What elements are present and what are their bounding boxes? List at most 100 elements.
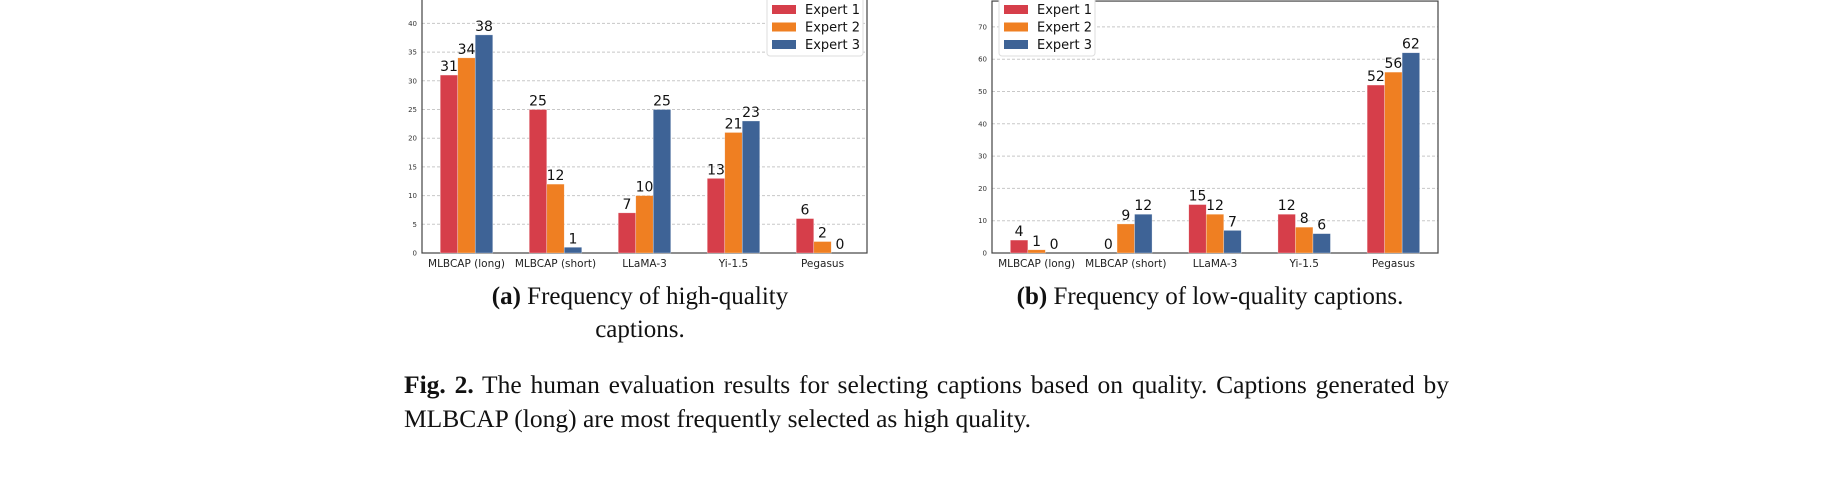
bar-value-label: 12 <box>547 168 565 184</box>
bar-value-label: 2 <box>818 226 827 242</box>
subfigure-caption-a-text: Frequency of high-quality captions. <box>527 283 789 343</box>
subfigure-caption-b-text: Frequency of low-quality captions. <box>1053 283 1404 310</box>
x-tick-label: MLBCAP (short) <box>515 258 596 270</box>
figure-caption: Fig. 2. The human evaluation results for… <box>404 368 1449 436</box>
subfigure-caption-a: (a) Frequency of high-quality captions. <box>455 280 825 346</box>
bar-value-label: 23 <box>742 105 760 121</box>
bar <box>1277 213 1296 254</box>
bar-value-label: 7 <box>623 197 632 213</box>
bar-value-label: 7 <box>1228 214 1237 230</box>
bar <box>528 109 548 254</box>
bar-value-label: 31 <box>440 59 458 75</box>
bar <box>1116 223 1135 254</box>
bar <box>1384 71 1403 254</box>
subfigure-caption-b: (b) Frequency of low-quality captions. <box>975 280 1445 313</box>
bar <box>457 57 476 254</box>
y-tick-label: 40 <box>408 20 417 28</box>
y-tick-label: 10 <box>408 192 417 200</box>
bar-value-label: 0 <box>1104 237 1113 253</box>
y-tick-label: 35 <box>408 49 417 57</box>
bar-value-label: 15 <box>1189 189 1207 205</box>
legend-swatch <box>772 22 796 32</box>
bar <box>1010 239 1029 254</box>
legend-label: Expert 1 <box>1037 3 1092 18</box>
y-tick-label: 15 <box>408 163 417 171</box>
bar <box>1366 84 1385 254</box>
x-tick-label: LLaMA-3 <box>1193 258 1238 270</box>
bar <box>652 109 672 254</box>
bar-value-label: 6 <box>1317 218 1326 234</box>
legend-swatch <box>1004 40 1028 49</box>
bar-value-label: 0 <box>1050 237 1059 253</box>
bar-value-label: 52 <box>1367 69 1385 85</box>
legend-label: Expert 2 <box>805 21 860 36</box>
bar <box>617 212 637 254</box>
bar-value-label: 1 <box>569 231 578 247</box>
bar-value-label: 62 <box>1402 37 1420 53</box>
y-tick-label: 10 <box>978 217 987 225</box>
figure-label: Fig. 2. <box>404 370 474 399</box>
bar <box>795 218 815 254</box>
y-tick-label: 40 <box>978 120 987 128</box>
bar <box>1295 226 1314 254</box>
legend-swatch <box>772 5 796 14</box>
y-tick-label: 20 <box>408 135 417 143</box>
y-tick-label: 0 <box>413 250 417 258</box>
y-tick-label: 25 <box>408 106 417 114</box>
bar <box>724 132 743 254</box>
x-tick-label: Yi-1.5 <box>1288 258 1318 270</box>
x-tick-label: Pegasus <box>801 258 844 270</box>
y-tick-label: 5 <box>413 221 417 229</box>
x-tick-label: MLBCAP (long) <box>998 258 1075 270</box>
legend-swatch <box>1004 22 1028 32</box>
y-tick-label: 50 <box>978 88 987 96</box>
subfigure-label-a: (a) <box>491 283 521 310</box>
x-tick-label: LLaMA-3 <box>622 258 667 270</box>
bar-value-label: 10 <box>636 180 654 196</box>
legend-swatch <box>772 40 796 49</box>
bar <box>439 74 459 254</box>
x-tick-label: MLBCAP (long) <box>428 258 505 270</box>
bar <box>635 195 654 254</box>
y-tick-label: 20 <box>978 185 987 193</box>
x-tick-label: Yi-1.5 <box>718 258 748 270</box>
bar <box>1401 52 1420 254</box>
bar <box>474 34 494 254</box>
subfigure-label-b: (b) <box>1016 283 1048 310</box>
bar-value-label: 0 <box>836 237 845 253</box>
legend-label: Expert 3 <box>1037 38 1092 53</box>
y-tick-label: 30 <box>408 77 417 85</box>
bar-value-label: 21 <box>725 116 743 132</box>
bar <box>1027 249 1046 254</box>
bar <box>1205 213 1225 254</box>
bar-value-label: 9 <box>1121 208 1130 224</box>
y-tick-label: 60 <box>978 56 987 64</box>
bar-value-label: 13 <box>707 162 725 178</box>
bar <box>741 120 761 254</box>
x-tick-label: Pegasus <box>1372 258 1415 270</box>
bar-value-label: 12 <box>1206 198 1224 214</box>
bar-value-label: 4 <box>1015 224 1024 240</box>
bar-value-label: 1 <box>1032 234 1041 250</box>
bar-value-label: 25 <box>653 94 671 110</box>
bar <box>813 241 832 254</box>
legend-label: Expert 3 <box>805 38 860 53</box>
legend-swatch <box>1004 5 1028 14</box>
bar-value-label: 25 <box>529 94 547 110</box>
bar <box>1134 213 1153 254</box>
bar <box>1223 230 1242 254</box>
bar-value-label: 56 <box>1384 56 1402 72</box>
y-tick-label: 30 <box>978 153 987 161</box>
legend-label: Expert 2 <box>1037 21 1092 36</box>
bar <box>706 178 726 254</box>
bar <box>546 183 565 254</box>
bar-value-label: 12 <box>1278 198 1296 214</box>
bar-value-label: 38 <box>475 19 493 35</box>
x-tick-label: MLBCAP (short) <box>1085 258 1166 270</box>
figure-caption-text: The human evaluation results for selecti… <box>404 370 1449 433</box>
bar <box>563 246 583 254</box>
bar <box>1312 233 1331 254</box>
bar <box>1188 204 1207 254</box>
bar-value-label: 8 <box>1300 211 1309 227</box>
